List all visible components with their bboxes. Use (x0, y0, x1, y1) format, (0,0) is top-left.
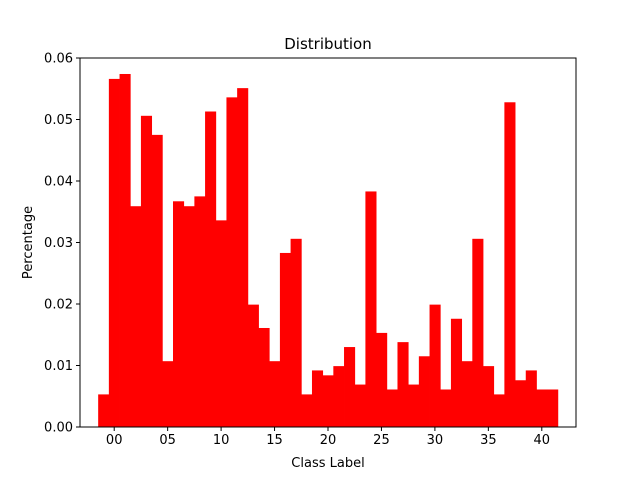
x-tick-label: 20 (320, 433, 337, 448)
y-axis: 0.00 0.01 0.02 0.03 0.04 0.05 0.06 (44, 52, 80, 436)
bar-class-1 (119, 73, 131, 428)
y-tick-label: 0.02 (44, 298, 73, 313)
bar-class-5 (162, 361, 174, 427)
bar-class-34 (472, 238, 484, 427)
bar-class-29 (418, 356, 430, 427)
x-tick-label: 40 (534, 433, 551, 448)
bar-class-18 (301, 394, 313, 427)
bar-class-33 (461, 361, 473, 427)
y-tick-label: 0.04 (44, 175, 73, 190)
bar-class-9 (205, 111, 217, 427)
x-tick-label: 10 (213, 433, 230, 448)
bar-class-23 (354, 384, 366, 427)
bar-class-15 (269, 361, 281, 427)
x-tick-label: 05 (159, 433, 176, 448)
bar-class-22 (344, 347, 356, 427)
bar-class-28 (408, 384, 420, 427)
bar-class-12 (237, 88, 249, 427)
bar-class-17 (290, 238, 302, 427)
bar-class-39 (525, 370, 537, 427)
bar-class-38 (515, 380, 527, 427)
bar-class-21 (333, 366, 345, 427)
bar-class-41 (547, 389, 559, 427)
bar-class-30 (429, 304, 441, 427)
bar-class-4 (151, 134, 163, 428)
chart-title: Distribution (284, 35, 372, 53)
bar-class-16 (279, 252, 291, 427)
x-axis-title: Class Label (291, 456, 364, 471)
bar-class-35 (483, 366, 495, 427)
y-tick-label: 0.03 (44, 236, 73, 251)
bar-class-31 (440, 389, 452, 427)
x-axis: 00 05 10 15 20 25 30 35 40 (106, 427, 550, 448)
x-tick-label: 25 (373, 433, 390, 448)
y-tick-label: 0.00 (44, 421, 73, 436)
bar-class-27 (397, 342, 409, 427)
x-tick-label: 35 (480, 433, 497, 448)
y-axis-title: Percentage (21, 206, 36, 279)
bar-class-3 (140, 115, 153, 427)
bar-class-20 (322, 375, 334, 427)
bar-class-37 (504, 102, 516, 427)
y-tick-label: 0.05 (44, 113, 73, 128)
x-tick-label: 30 (427, 433, 444, 448)
bar-class-25 (376, 332, 388, 427)
bar-class-6 (173, 201, 185, 427)
bar-class-14 (258, 327, 270, 427)
bar-class-24 (365, 191, 377, 427)
bar-class-11 (226, 97, 238, 428)
x-tick-label: 00 (106, 433, 123, 448)
bar-class-26 (386, 389, 398, 427)
bar-class-7 (183, 206, 195, 427)
bar-class-10 (215, 220, 227, 427)
bar-class-13 (247, 304, 259, 427)
y-tick-label: 0.01 (44, 359, 73, 374)
bar-class-0 (108, 78, 120, 427)
bar-class-40 (536, 389, 548, 427)
bar-class-36 (493, 394, 505, 427)
y-tick-label: 0.06 (44, 52, 73, 67)
bar-class-8 (194, 196, 206, 428)
bar-class-2 (130, 206, 142, 427)
bars-layer (98, 73, 559, 428)
x-tick-label: 15 (266, 433, 283, 448)
bar-class-19 (311, 370, 324, 427)
bar-class--1 (98, 394, 110, 427)
bar-class-32 (450, 318, 463, 427)
